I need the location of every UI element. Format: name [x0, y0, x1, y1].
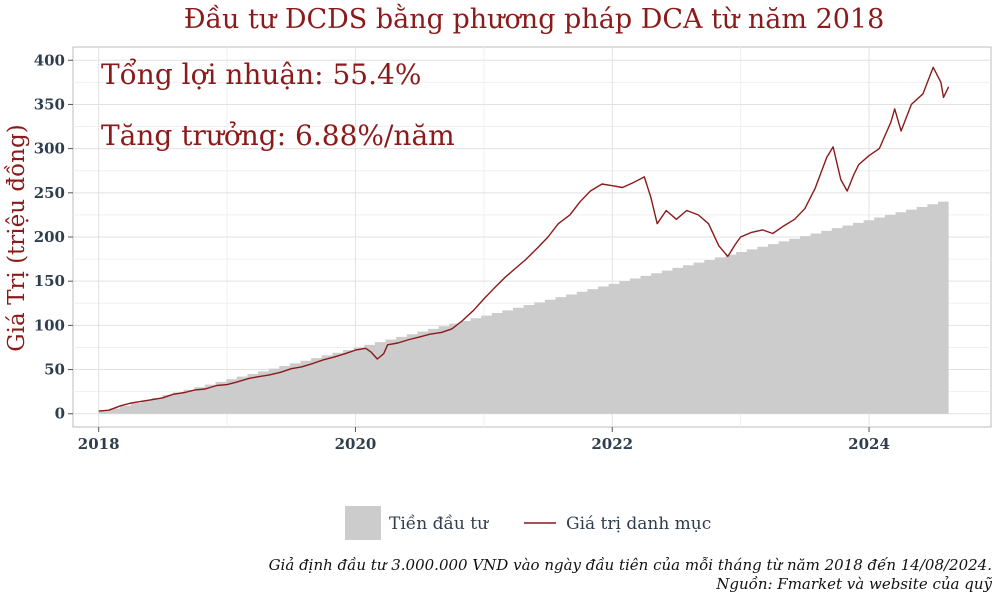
- invested-area-series: [98, 201, 949, 414]
- y-tick-label: 150: [34, 272, 65, 290]
- y-tick-label: 400: [34, 51, 65, 69]
- portfolio-line-series: [98, 66, 950, 412]
- total-return-annotation: Tổng lợi nhuận: 55.4%: [101, 58, 421, 91]
- y-tick-label: 200: [34, 228, 65, 246]
- y-tick-label: 350: [34, 95, 65, 113]
- x-tick-label: 2024: [848, 435, 890, 453]
- annual-growth-annotation: Tăng trưởng: 6.88%/năm: [101, 119, 455, 152]
- legend-label-invested: Tiền đầu tư: [389, 514, 489, 534]
- legend-label-portfolio: Giá trị danh mục: [566, 514, 711, 534]
- y-tick-label: 50: [44, 361, 65, 379]
- x-tick-label: 2022: [591, 435, 633, 453]
- y-tick-label: 300: [34, 140, 65, 158]
- y-tick-label: 0: [55, 405, 65, 423]
- x-tick-label: 2018: [78, 435, 120, 453]
- x-axis-ticks: 2018 2020 2022 2024: [78, 427, 890, 453]
- legend-swatch-invested: [345, 506, 381, 540]
- y-tick-label: 250: [34, 184, 65, 202]
- y-axis-ticks: 0 50 100 150 200 250 300 350 400: [34, 51, 73, 423]
- invested-area: [98, 201, 949, 414]
- chart-title: Đầu tư DCDS bằng phương pháp DCA từ năm …: [184, 3, 885, 35]
- y-axis-label: Giá Trị (triệu đồng): [4, 124, 30, 351]
- portfolio-line: [98, 66, 950, 412]
- y-tick-label: 100: [34, 316, 65, 334]
- x-tick-label: 2020: [335, 435, 377, 453]
- caption-assumption: Giả định đầu tư 3.000.000 VND vào ngày đ…: [269, 556, 992, 574]
- caption-source: Nguồn: Fmarket và website của quỹ: [715, 575, 992, 593]
- legend: Tiền đầu tư Giá trị danh mục: [345, 506, 711, 540]
